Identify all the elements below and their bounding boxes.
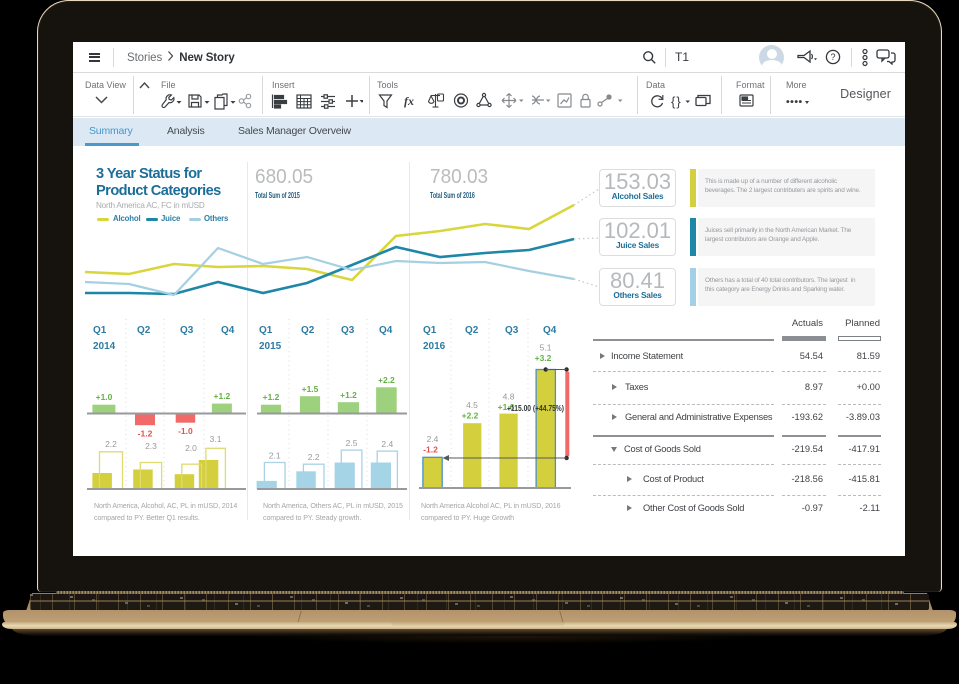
svg-text:+1.6: +1.6 xyxy=(498,402,515,412)
svg-text:Q2: Q2 xyxy=(465,325,479,336)
svg-text:2.1: 2.1 xyxy=(269,451,281,461)
svg-text:3.1: 3.1 xyxy=(210,434,222,444)
svg-text:2.0: 2.0 xyxy=(185,443,197,453)
svg-text:5.1: 5.1 xyxy=(540,343,552,353)
svg-text:North America, Others AC, PL i: North America, Others AC, PL in mUSD, 20… xyxy=(263,502,403,510)
svg-text:2.2: 2.2 xyxy=(105,439,117,449)
svg-text:+1.2: +1.2 xyxy=(214,391,231,401)
svg-text:2016: 2016 xyxy=(423,341,446,352)
svg-text:+1.2: +1.2 xyxy=(340,390,357,400)
svg-text:Q4: Q4 xyxy=(543,325,557,336)
svg-text:Q3: Q3 xyxy=(180,325,194,336)
svg-text:4.8: 4.8 xyxy=(503,392,515,402)
svg-text:Q4: Q4 xyxy=(379,325,393,336)
svg-text:2014: 2014 xyxy=(93,341,116,352)
svg-text:fx: fx xyxy=(404,94,414,108)
svg-text:+1.5: +1.5 xyxy=(302,384,319,394)
svg-text:Q4: Q4 xyxy=(221,325,235,336)
svg-text:2.4: 2.4 xyxy=(427,434,439,444)
svg-text:-1.2: -1.2 xyxy=(138,429,153,439)
svg-text:2.4: 2.4 xyxy=(381,439,393,449)
svg-text:+2.2: +2.2 xyxy=(378,375,395,385)
svg-text:?: ? xyxy=(830,52,835,62)
svg-text:Q3: Q3 xyxy=(505,325,519,336)
svg-text:Q2: Q2 xyxy=(137,325,151,336)
svg-text:2015: 2015 xyxy=(259,341,282,352)
svg-text:+1.0: +1.0 xyxy=(96,392,113,402)
svg-text:2.2: 2.2 xyxy=(308,452,320,462)
svg-text:North America, Alcohol, AC, PL: North America, Alcohol, AC, PL in mUSD, … xyxy=(94,502,237,510)
svg-text:compared to PY. Better Q1 resu: compared to PY. Better Q1 results. xyxy=(94,514,200,522)
svg-text:2.3: 2.3 xyxy=(145,441,157,451)
svg-text:-1.0: -1.0 xyxy=(178,426,193,436)
svg-text:+3.2: +3.2 xyxy=(535,353,552,363)
svg-text:4.5: 4.5 xyxy=(466,400,478,410)
svg-text:+1.2: +1.2 xyxy=(263,392,280,402)
svg-text:Q3: Q3 xyxy=(341,325,355,336)
svg-text:+115.00 (+44.75%): +115.00 (+44.75%) xyxy=(507,404,564,413)
svg-text:Q1: Q1 xyxy=(423,325,437,336)
svg-text:+2.2: +2.2 xyxy=(462,411,479,421)
svg-text:{ }: { } xyxy=(671,94,681,109)
svg-text:Q2: Q2 xyxy=(301,325,315,336)
svg-text:-1.2: -1.2 xyxy=(423,445,438,455)
svg-text:compared to PY. Huge Growth: compared to PY. Huge Growth xyxy=(421,514,514,522)
svg-text:Q1: Q1 xyxy=(259,325,273,336)
svg-text:Q1: Q1 xyxy=(93,325,107,336)
svg-text:2.5: 2.5 xyxy=(346,438,358,448)
svg-text:North America Alcohol AC, PL i: North America Alcohol AC, PL in mUSD, 20… xyxy=(421,502,561,510)
svg-text:compared to PY. Steady growth.: compared to PY. Steady growth. xyxy=(263,514,361,522)
